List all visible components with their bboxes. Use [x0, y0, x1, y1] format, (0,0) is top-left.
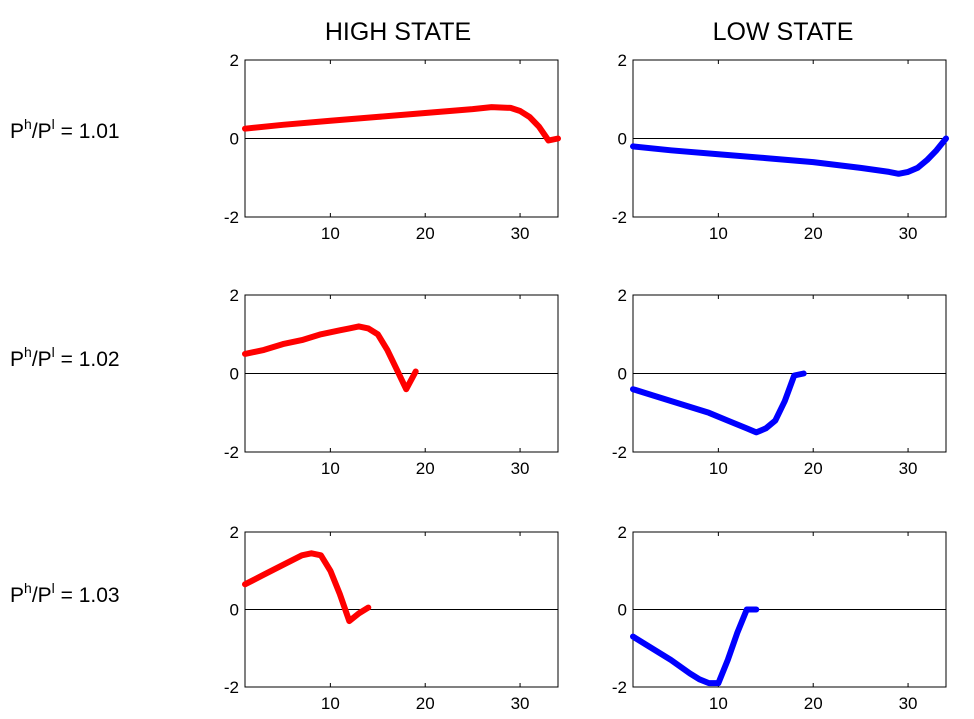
y-tick-label: 0 [618, 601, 627, 620]
y-tick-label: -2 [224, 208, 239, 227]
y-tick-label: 2 [230, 523, 239, 542]
x-tick-label: 30 [511, 459, 530, 478]
x-tick-label: 30 [511, 224, 530, 243]
x-tick-label: 20 [804, 694, 823, 713]
y-tick-label: 0 [230, 130, 239, 149]
x-tick-label: 10 [321, 224, 340, 243]
y-tick-label: 0 [230, 601, 239, 620]
series-line [630, 370, 807, 436]
x-tick-label: 10 [709, 459, 728, 478]
panel-low-1.03: 10 20 30 -2 0 2 [612, 523, 947, 713]
x-tick-label: 20 [804, 224, 823, 243]
x-tick-label: 30 [511, 694, 530, 713]
y-tick-label: -2 [612, 678, 627, 697]
column-title-high: HIGH STATE [325, 18, 471, 46]
series-line [242, 323, 419, 393]
x-tick-label: 20 [416, 694, 435, 713]
x-tick-label: 10 [321, 459, 340, 478]
x-tick-label: 20 [804, 459, 823, 478]
y-tick-label: -2 [612, 443, 627, 462]
x-tick-label: 30 [899, 694, 918, 713]
x-tick-label: 30 [899, 459, 918, 478]
x-tick-label: 10 [709, 694, 728, 713]
row-label-3: Ph/Pl = 1.03 [10, 580, 120, 607]
y-tick-label: 0 [230, 365, 239, 384]
y-tick-label: 2 [230, 286, 239, 305]
column-title-low: LOW STATE [713, 18, 854, 46]
y-tick-label: 0 [618, 130, 627, 149]
y-tick-label: -2 [224, 443, 239, 462]
y-tick-label: -2 [612, 208, 627, 227]
x-tick-label: 10 [709, 224, 728, 243]
x-tick-label: 30 [899, 224, 918, 243]
x-tick-label: 20 [416, 224, 435, 243]
y-tick-label: -2 [224, 678, 239, 697]
panel-high-1.01: 10 20 30 -2 0 2 [224, 51, 561, 243]
series-line [242, 104, 561, 144]
panel-low-1.01: 10 20 30 -2 0 2 [612, 51, 949, 243]
x-tick-label: 20 [416, 459, 435, 478]
row-label-1: Ph/Pl = 1.01 [10, 116, 120, 143]
panel-high-1.02: 10 20 30 -2 0 2 [224, 286, 559, 478]
y-tick-label: 2 [618, 286, 627, 305]
series-line [242, 550, 372, 625]
x-tick-label: 10 [321, 694, 340, 713]
row-label-2: Ph/Pl = 1.02 [10, 344, 120, 371]
y-tick-label: 2 [618, 51, 627, 70]
series-line [630, 606, 760, 687]
y-tick-label: 2 [618, 523, 627, 542]
y-tick-label: 2 [230, 51, 239, 70]
series-line [630, 135, 949, 177]
panel-high-1.03: 10 20 30 -2 0 2 [224, 523, 559, 713]
y-tick-label: 0 [618, 365, 627, 384]
panel-low-1.02: 10 20 30 -2 0 2 [612, 286, 947, 478]
